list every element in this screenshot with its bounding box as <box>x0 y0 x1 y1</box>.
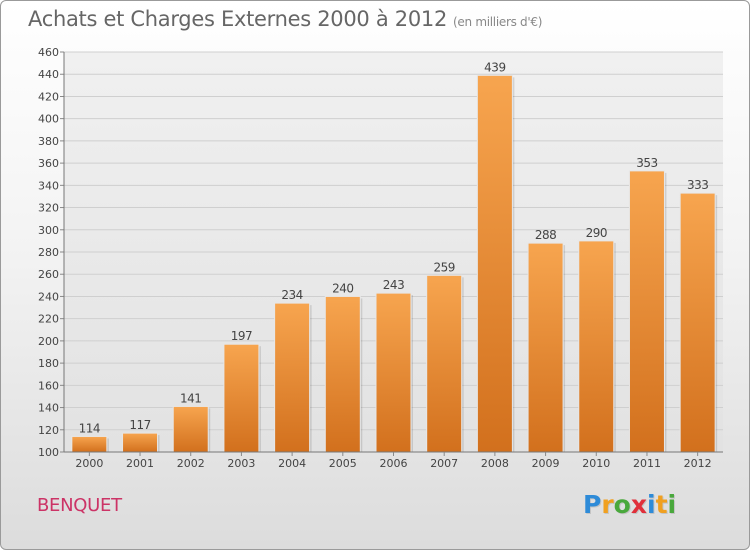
x-tick-label: 2011 <box>633 457 661 470</box>
y-tick-label: 460 <box>38 46 59 59</box>
bar-2010 <box>578 240 615 453</box>
chart-subtitle: (en milliers d'€) <box>453 15 543 29</box>
data-label: 243 <box>383 278 404 292</box>
bar-2007 <box>426 274 463 453</box>
y-tick-label: 100 <box>38 446 59 459</box>
x-tick-label: 2006 <box>380 457 408 470</box>
y-tick-label: 360 <box>38 157 59 170</box>
logo-letter: t <box>655 490 668 519</box>
logo-letter: o <box>613 490 631 519</box>
x-tick-label: 2010 <box>582 457 610 470</box>
y-tick-label: 440 <box>38 68 59 81</box>
data-label: 439 <box>484 60 505 74</box>
axes: 100 120 140 160 180 200 220 240 260 280 300 320 340 3… <box>38 46 723 470</box>
logo-letter: x <box>630 490 647 519</box>
y-tick-label: 400 <box>38 113 59 126</box>
x-tick-label: 2000 <box>75 457 103 470</box>
y-tick-label: 420 <box>38 90 59 103</box>
data-label: 333 <box>687 178 708 192</box>
logo-letter: i <box>667 490 677 519</box>
y-tick-label: 260 <box>38 268 59 281</box>
x-tick-label: 2004 <box>278 457 306 470</box>
x-tick-label: 2009 <box>532 457 560 470</box>
bar-2012 <box>679 192 716 453</box>
y-tick-label: 240 <box>38 290 59 303</box>
proxiti-logo: Proxiti <box>583 490 676 519</box>
y-tick-label: 160 <box>38 379 59 392</box>
data-label: 197 <box>231 329 252 343</box>
bar-2003 <box>223 343 260 453</box>
data-label: 290 <box>586 226 607 240</box>
bar-2001 <box>122 432 159 453</box>
x-tick-label: 2001 <box>126 457 154 470</box>
data-label: 353 <box>636 156 657 170</box>
x-tick-label: 2012 <box>684 457 712 470</box>
y-tick-label: 280 <box>38 246 59 259</box>
logo-letter: P <box>583 490 602 519</box>
y-tick-label: 300 <box>38 224 59 237</box>
commune-name: BENQUET <box>37 495 122 516</box>
data-label: 240 <box>332 281 353 295</box>
logo-letter: r <box>601 490 614 519</box>
data-label: 117 <box>129 418 150 432</box>
bar-2009 <box>527 242 564 453</box>
logo-letter: i <box>647 490 656 519</box>
x-tick-label: 2007 <box>430 457 458 470</box>
bar-2000 <box>71 435 108 453</box>
y-tick-label: 140 <box>38 402 59 415</box>
title-text: Achats et Charges Externes 2000 à 2012 <box>28 7 448 31</box>
x-tick-label: 2008 <box>481 457 509 470</box>
bar-2002 <box>172 405 209 453</box>
x-tick-label: 2005 <box>329 457 357 470</box>
bar-2004 <box>274 302 311 453</box>
bars: 114 117 141 197 234 240 243 259 439 288 290 353 333 <box>71 60 718 453</box>
bar-2006 <box>375 292 412 453</box>
data-label: 288 <box>535 228 556 242</box>
y-tick-label: 340 <box>38 179 59 192</box>
y-tick-label: 180 <box>38 357 59 370</box>
data-label: 259 <box>433 260 454 274</box>
chart-title: Achats et Charges Externes 2000 à 2012 (e… <box>28 7 542 31</box>
y-tick-label: 320 <box>38 202 59 215</box>
bar-2008 <box>476 74 513 453</box>
data-label: 141 <box>180 391 201 405</box>
y-tick-label: 200 <box>38 335 59 348</box>
x-tick-label: 2003 <box>227 457 255 470</box>
y-tick-label: 220 <box>38 313 59 326</box>
x-tick-label: 2002 <box>177 457 205 470</box>
data-label: 114 <box>79 421 100 435</box>
data-label: 234 <box>281 288 302 302</box>
y-tick-label: 120 <box>38 424 59 437</box>
y-tick-label: 380 <box>38 135 59 148</box>
bar-2005 <box>324 295 361 453</box>
bar-2011 <box>628 170 665 453</box>
